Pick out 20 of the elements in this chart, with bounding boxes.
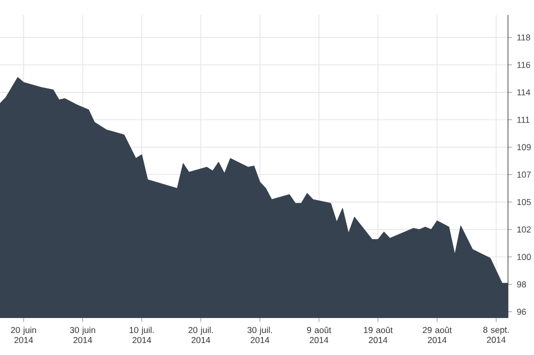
x-tick-label: 19 août 2014 (364, 326, 393, 344)
y-tick-label: 111 (517, 116, 530, 123)
y-tick-label: 118 (517, 34, 530, 41)
y-tick-label: 114 (517, 89, 530, 96)
y-tick-label: 105 (517, 198, 531, 206)
x-tick-label: 20 juin 2014 (11, 326, 36, 344)
y-tick-label: 116 (517, 62, 530, 68)
y-tick-label: 96 (517, 308, 526, 315)
y-tick-label: 102 (517, 226, 531, 233)
x-tick-label: 9 août 2014 (307, 326, 332, 344)
x-tick-label: 30 juin 2014 (70, 326, 96, 344)
x-tick-label: 10 juil. 2014 (130, 326, 154, 344)
y-tick-label: 100 (517, 254, 531, 260)
x-tick-label: 20 juil. 2014 (188, 326, 213, 344)
y-tick-label: 98 (517, 281, 526, 288)
x-tick-label: 30 juil. 2014 (247, 326, 272, 344)
y-tick-label: 109 (517, 144, 531, 150)
x-tick-label: 8 sept. 2014 (483, 326, 509, 343)
x-tick-label: 29 août 2014 (422, 326, 452, 344)
y-tick-label: 107 (517, 172, 531, 178)
